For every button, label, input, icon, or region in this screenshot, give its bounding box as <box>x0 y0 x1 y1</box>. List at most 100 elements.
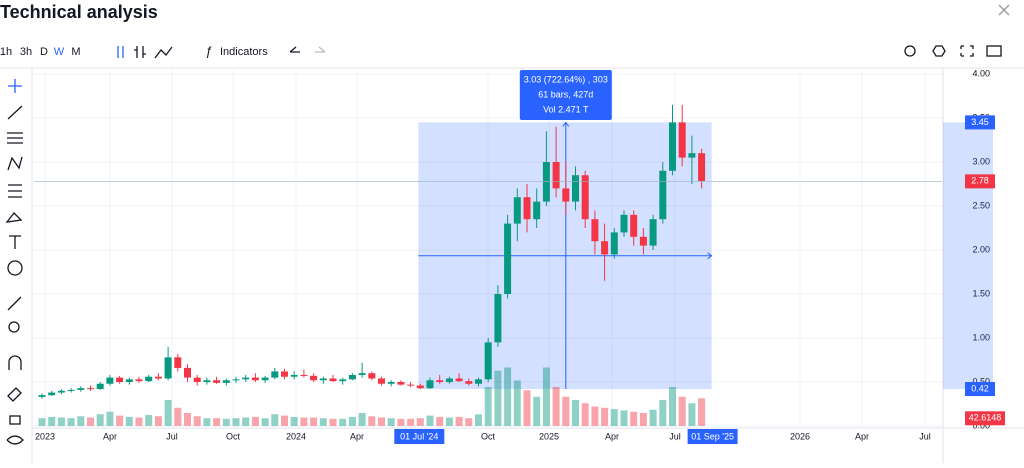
candle-body <box>339 379 347 382</box>
volume-bar <box>145 414 153 426</box>
candle-body <box>552 162 560 189</box>
candle-body <box>368 373 376 379</box>
volume-bar <box>116 415 124 426</box>
candle-body <box>154 376 162 379</box>
volume-bar <box>261 418 269 426</box>
indicators-button[interactable]: ƒ Indicators <box>205 43 268 58</box>
volume-bar <box>581 403 589 426</box>
candle-body <box>416 385 424 389</box>
volume-bar <box>484 387 492 426</box>
candle-body <box>261 377 269 381</box>
range-tag <box>394 429 445 444</box>
x-tick-label: 2026 <box>790 431 810 441</box>
candle-body <box>96 383 104 390</box>
y-tick-label: 0.00 <box>972 420 990 430</box>
volume-bar <box>290 416 298 426</box>
candle-body <box>475 379 482 384</box>
candle-body <box>184 367 191 378</box>
volume-bar <box>552 387 560 426</box>
candle-body <box>445 378 453 382</box>
candle-body <box>455 378 463 382</box>
volume-bar <box>57 417 65 426</box>
x-tick-label: Jul <box>669 431 681 441</box>
page-title: Technical analysis <box>0 2 158 22</box>
volume-bar <box>300 417 308 426</box>
y-tick-label: 2.50 <box>972 200 990 210</box>
interval-button[interactable]: 1h <box>0 46 12 58</box>
volume-bar <box>174 407 182 426</box>
candle-body <box>542 162 550 202</box>
toolbar-icons <box>117 45 1002 59</box>
volume-bar <box>669 387 676 426</box>
candle-body <box>271 371 279 378</box>
x-tick-label: Jul <box>919 431 931 441</box>
candle-body <box>300 374 308 376</box>
volume-bar <box>387 418 395 426</box>
volume-bar <box>436 416 444 426</box>
volume-bar <box>426 415 434 426</box>
volume-bar <box>378 417 385 426</box>
x-tick-label: Apr <box>350 431 364 441</box>
interval-button[interactable]: M <box>71 46 80 58</box>
volume-bar <box>572 400 579 426</box>
price-tag <box>965 174 995 189</box>
candle-body <box>57 390 65 393</box>
volume-bar <box>455 416 463 426</box>
candle-body <box>387 382 395 384</box>
volume-bar <box>242 417 250 426</box>
volume-bar <box>193 416 201 426</box>
candle-body <box>523 197 531 220</box>
price-tag-label: 0.42 <box>971 383 989 393</box>
volume-bar <box>416 418 424 426</box>
volume-bar <box>591 406 599 426</box>
candle-body <box>426 380 434 389</box>
measure-arrow-h <box>418 252 713 260</box>
close-button[interactable] <box>998 4 1010 16</box>
volume-bar <box>504 367 512 426</box>
candle-body <box>145 376 153 382</box>
volume-bar <box>329 418 337 426</box>
x-tick-label: Apr <box>605 431 619 441</box>
volume-bar <box>513 380 521 426</box>
volume-bar <box>48 416 56 426</box>
y-tick-label: 1.00 <box>972 332 990 342</box>
candle-body <box>601 241 609 255</box>
candle-body <box>591 219 599 242</box>
volume-bar <box>310 417 318 426</box>
candle-body <box>77 388 85 390</box>
range-tag-label: 01 Jul '24 <box>400 431 438 441</box>
volume-bar <box>213 418 221 426</box>
svg-text:ƒ: ƒ <box>205 43 212 58</box>
candle-body <box>698 153 706 182</box>
volume-bar <box>339 418 347 426</box>
indicators-label[interactable]: Indicators <box>220 46 268 58</box>
candle-body <box>659 170 667 220</box>
volume-bar <box>154 416 162 426</box>
candle-body <box>222 380 230 383</box>
candle-body <box>436 380 444 382</box>
volume-bar <box>678 396 686 426</box>
volume-bar <box>281 415 288 426</box>
volume-bar <box>222 418 230 426</box>
interval-button[interactable]: 3h <box>20 46 32 58</box>
candle-body <box>67 389 75 391</box>
left-toolbar <box>5 79 24 445</box>
price-tag-label: 3.45 <box>971 117 989 127</box>
y-tick-label: 4.00 <box>972 68 990 78</box>
volume-bar <box>610 409 618 426</box>
candle-body <box>38 395 46 397</box>
candle-body <box>232 379 240 381</box>
candle-body <box>504 223 512 294</box>
candle-body <box>310 375 318 381</box>
volume-bar <box>523 390 531 426</box>
volume-bar <box>445 417 453 426</box>
volume-bar <box>465 418 473 426</box>
volume-bar <box>698 398 706 426</box>
interval-button[interactable]: W <box>54 46 65 58</box>
volume-tag <box>965 411 1005 426</box>
volume-bar <box>232 418 240 426</box>
volume-bar <box>67 418 75 426</box>
interval-button[interactable]: D <box>40 46 48 58</box>
volume-bar <box>407 418 415 426</box>
candle-body <box>125 379 133 382</box>
